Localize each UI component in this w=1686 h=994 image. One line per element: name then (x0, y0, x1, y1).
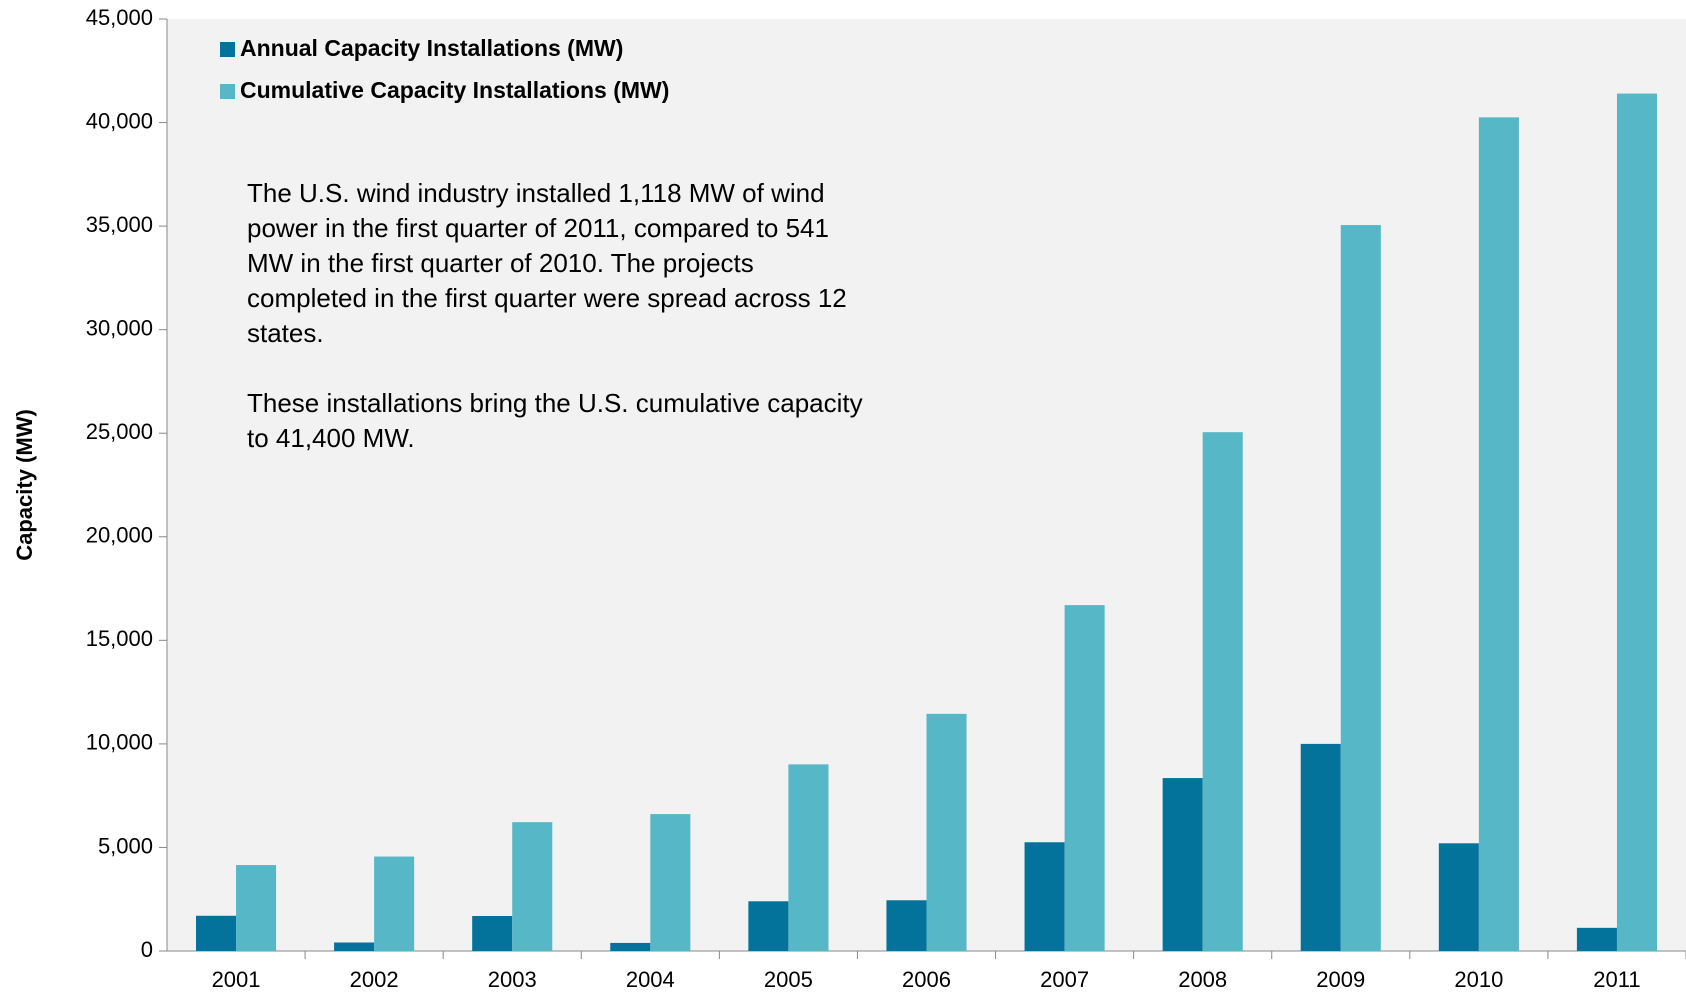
bar (195, 915, 237, 951)
bar (650, 814, 691, 951)
bar (1202, 432, 1243, 952)
annotation-line: power in the first quarter of 2011, comp… (247, 213, 829, 243)
bar (926, 713, 967, 951)
bar (1064, 605, 1105, 951)
y-tick-label: 25,000 (86, 419, 153, 444)
bar (1616, 93, 1658, 951)
x-tick-label: 2008 (1178, 967, 1227, 992)
y-tick-label: 40,000 (86, 108, 153, 133)
bar (236, 865, 277, 951)
x-tick-label: 2011 (1593, 967, 1640, 992)
bar (1300, 743, 1341, 951)
x-tick-label: 2009 (1316, 967, 1365, 992)
y-tick-label: 20,000 (86, 523, 153, 548)
y-tick-label: 30,000 (86, 315, 153, 340)
bar (1162, 778, 1203, 951)
legend-swatch (220, 42, 235, 57)
y-tick-label: 5,000 (98, 833, 153, 858)
x-tick-label: 2003 (488, 967, 537, 992)
annotation-line: states. (247, 318, 324, 348)
x-tick-label: 2004 (626, 967, 675, 992)
bar (1024, 842, 1065, 951)
y-tick-label: 10,000 (86, 730, 153, 755)
bar (374, 856, 415, 951)
x-tick-label: 2005 (764, 967, 813, 992)
legend-label: Annual Capacity Installations (MW) (240, 35, 623, 61)
y-tick-label: 35,000 (86, 212, 153, 237)
x-tick-label: 2001 (212, 967, 261, 992)
bar (512, 822, 553, 951)
bar (1438, 843, 1479, 951)
y-axis-label: Capacity (MW) (12, 409, 37, 561)
bar (1340, 225, 1381, 951)
bar (1478, 117, 1519, 951)
legend-label: Cumulative Capacity Installations (MW) (240, 77, 669, 103)
y-tick-label: 0 (141, 937, 153, 962)
annotation-line: These installations bring the U.S. cumul… (247, 388, 863, 418)
bar (748, 901, 789, 951)
bar (610, 942, 651, 951)
bar (472, 915, 513, 951)
y-tick-label: 45,000 (86, 5, 153, 30)
x-tick-label: 2010 (1454, 967, 1503, 992)
bar (1576, 927, 1617, 951)
legend-swatch (220, 84, 235, 99)
annotation-line: to 41,400 MW. (247, 423, 415, 453)
annotation-line: MW in the first quarter of 2010. The pro… (247, 248, 754, 278)
x-tick-label: 2006 (902, 967, 951, 992)
bar (334, 942, 375, 951)
annotation-line: completed in the first quarter were spre… (247, 283, 847, 313)
annotation-line: The U.S. wind industry installed 1,118 M… (247, 178, 825, 208)
x-tick-label: 2007 (1040, 967, 1089, 992)
bar (886, 900, 927, 951)
x-tick-label: 2002 (350, 967, 399, 992)
y-tick-label: 15,000 (86, 626, 153, 651)
bar (788, 764, 829, 951)
